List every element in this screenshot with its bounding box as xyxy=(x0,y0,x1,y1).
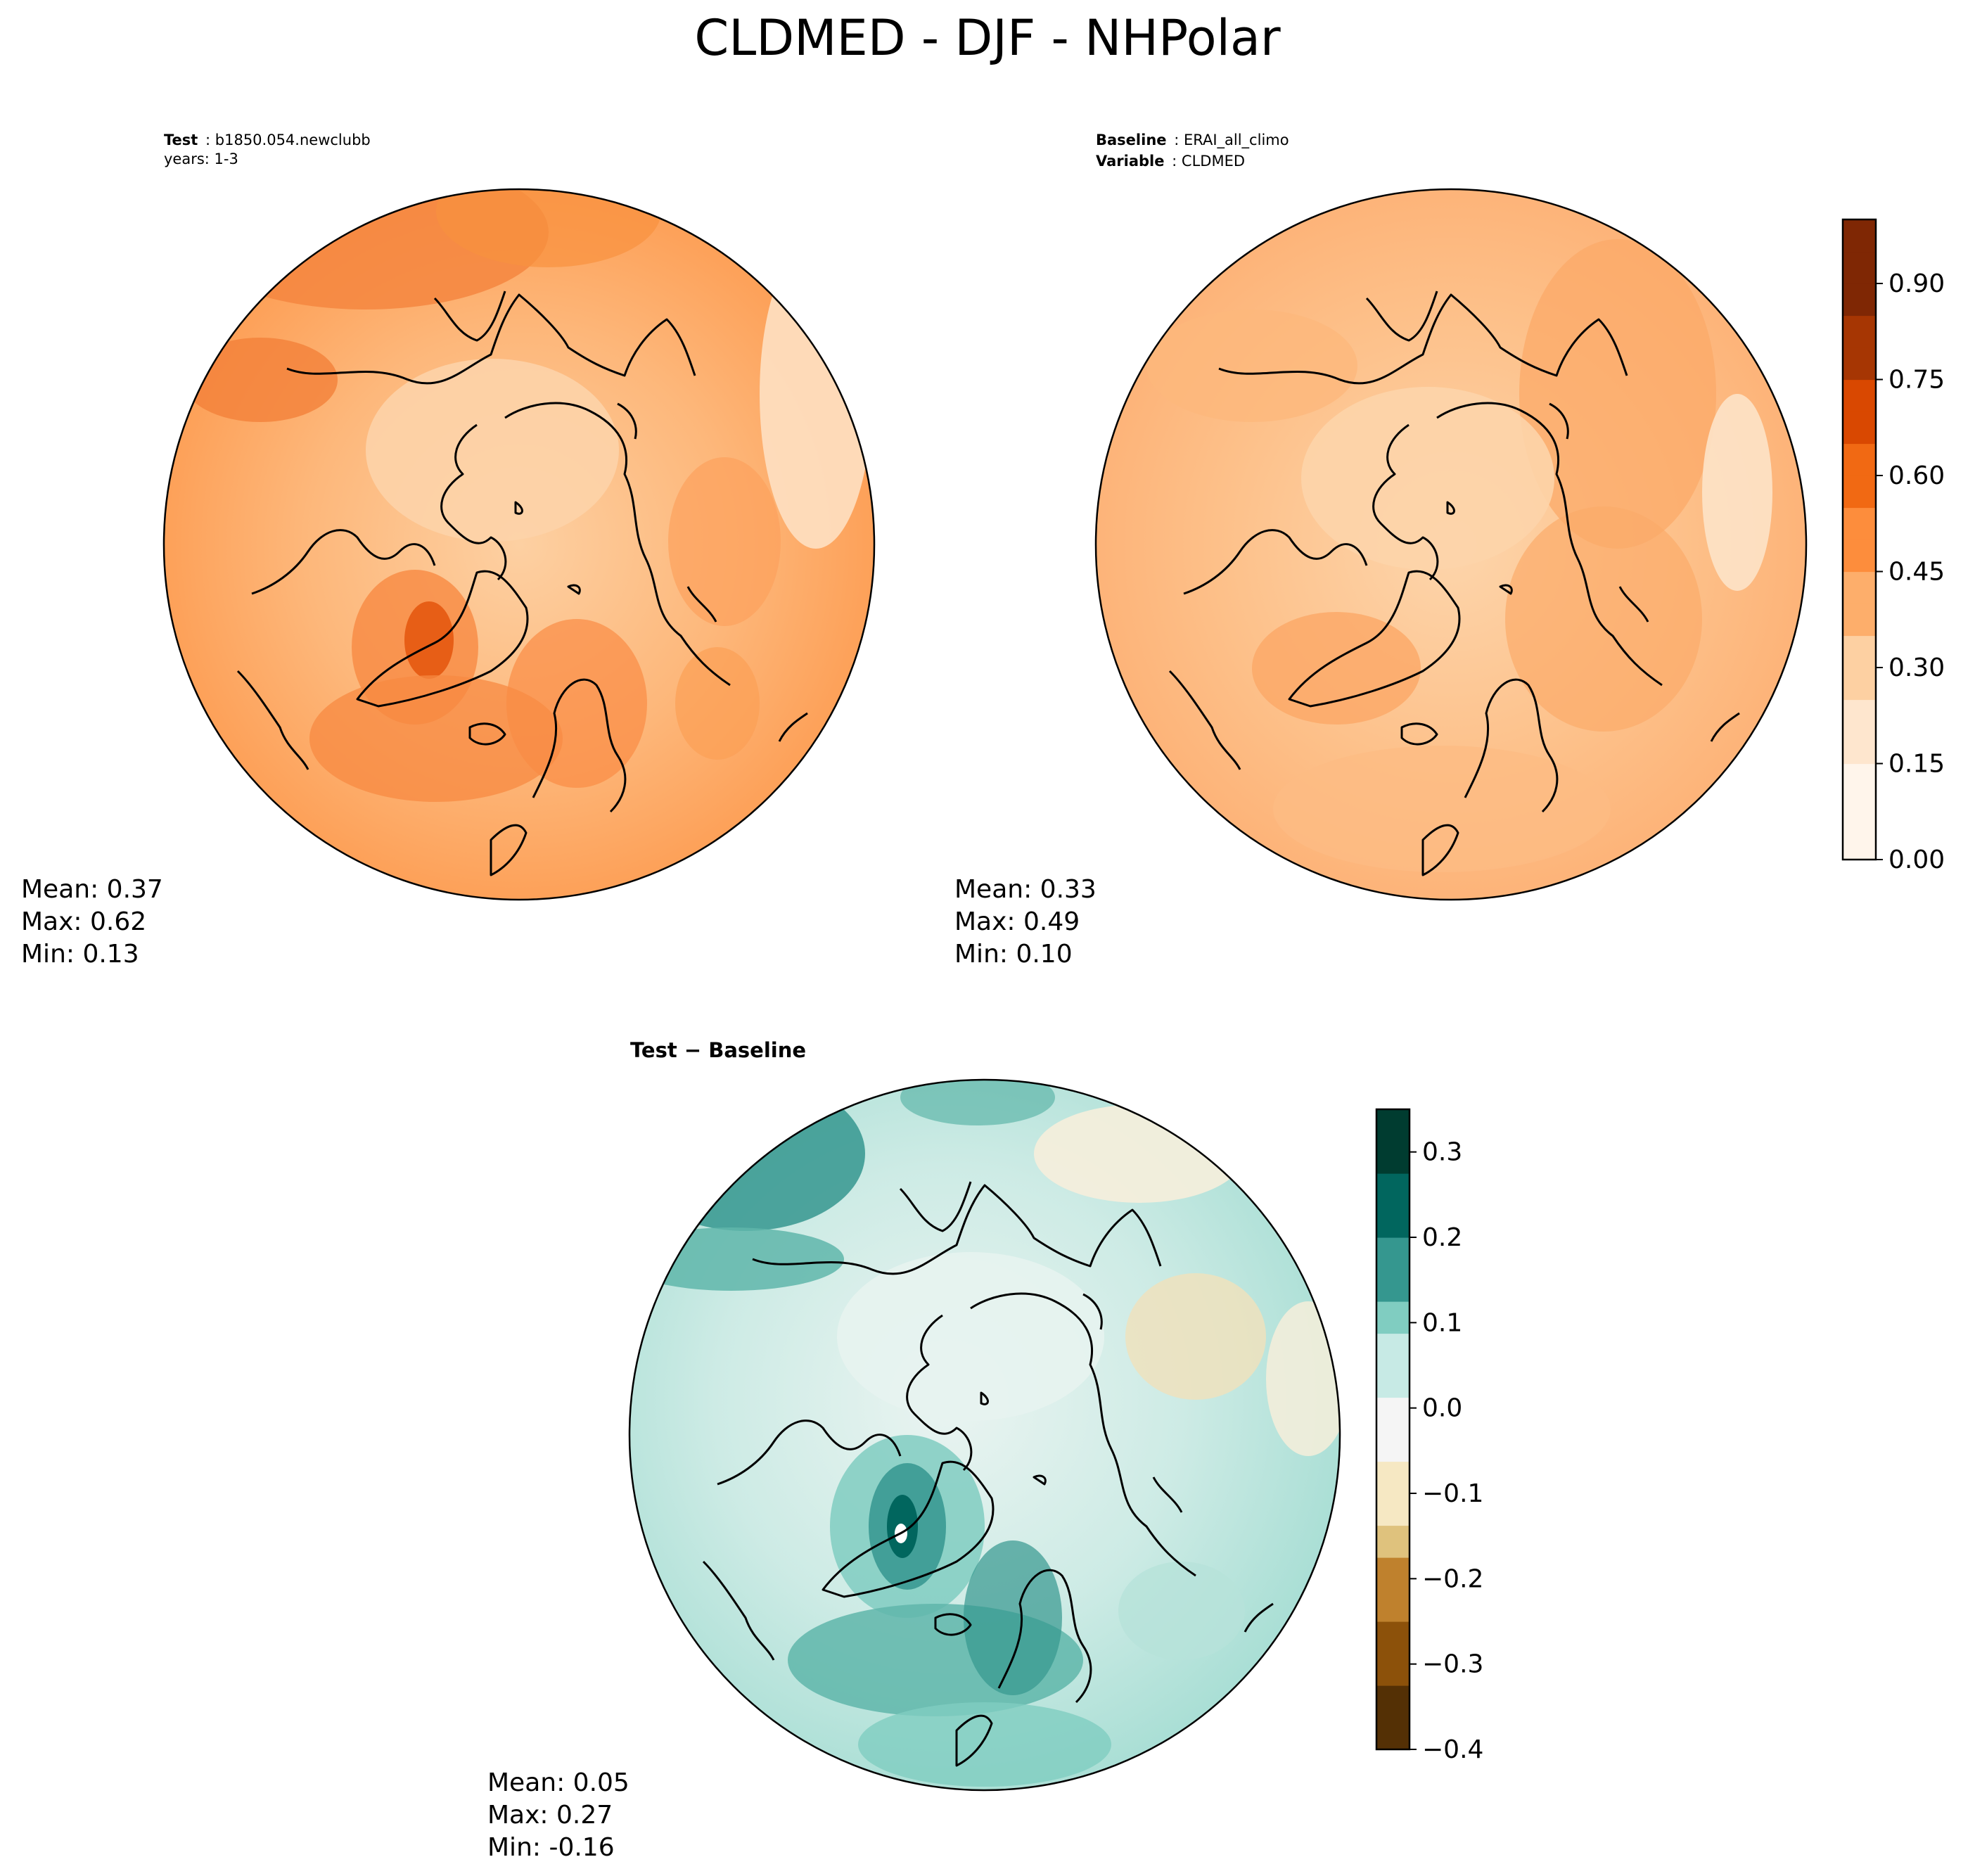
colorbar-difference-band xyxy=(1376,1205,1410,1238)
test-mean: Mean: 0.37 xyxy=(21,875,163,904)
colorbar-top-tick-label: 0.45 xyxy=(1888,558,1945,587)
baseline-variable-label: Variable xyxy=(1096,153,1164,170)
colorbar-top-band xyxy=(1843,668,1876,701)
colorbar-top-band xyxy=(1843,763,1876,796)
difference-map-border xyxy=(628,1078,1341,1792)
colorbar-difference-band xyxy=(1376,1333,1410,1366)
colorbar-top-band xyxy=(1843,443,1876,476)
difference-panel: Test − Baseline Mean: 0.05 Max: 0.27 xyxy=(487,1038,1341,1862)
colorbar-difference-band xyxy=(1376,1429,1410,1462)
baseline-map xyxy=(1096,189,1806,900)
colorbar-top-band xyxy=(1843,635,1876,668)
colorbar-top-band xyxy=(1843,347,1876,381)
colorbar-top-band xyxy=(1843,604,1876,637)
test-header-label: Test xyxy=(164,132,198,148)
colorbar-top-tick-label: 0.30 xyxy=(1888,653,1945,682)
colorbar-top-band xyxy=(1843,379,1876,412)
colorbar-difference-band xyxy=(1376,1397,1410,1430)
colorbar-difference-band xyxy=(1376,1589,1410,1622)
test-header-years: years: 1-3 xyxy=(164,151,238,167)
colorbar-difference-band xyxy=(1376,1557,1410,1590)
svg-text:Test : b1850.054.newclubb: Test : b1850.054.newclubb xyxy=(164,132,371,148)
colorbar-top-band xyxy=(1843,315,1876,348)
colorbar-top-band xyxy=(1843,283,1876,317)
colorbar-difference-tick-label: 0.1 xyxy=(1422,1308,1462,1337)
colorbar-top-band xyxy=(1843,540,1876,573)
colorbar-difference-band xyxy=(1376,1493,1410,1526)
difference-min: Min: -0.16 xyxy=(487,1833,615,1862)
colorbar-difference-band xyxy=(1376,1525,1410,1558)
colorbar-difference-band xyxy=(1376,1269,1410,1302)
svg-text:Baseline : ERAI_all_climo: Baseline : ERAI_all_climo xyxy=(1096,132,1289,149)
test-map-border xyxy=(162,188,876,901)
colorbar-difference-band xyxy=(1376,1109,1410,1142)
colorbar-difference-frame xyxy=(1375,1108,1411,1751)
test-map xyxy=(164,189,874,900)
colorbar-difference-tick-label: −0.1 xyxy=(1422,1479,1483,1508)
colorbar-difference-tick-label: 0.2 xyxy=(1422,1223,1462,1252)
colorbar-difference-band xyxy=(1376,1653,1410,1686)
colorbar-difference-tick-label: 0.0 xyxy=(1422,1394,1462,1423)
test-panel: Test : b1850.054.newclubb years: 1-3 Mea… xyxy=(21,132,876,969)
test-max: Max: 0.62 xyxy=(21,907,146,936)
colorbar-top-frame xyxy=(1841,218,1877,861)
test-min: Min: 0.13 xyxy=(21,940,139,969)
colorbar-difference-tick-label: −0.2 xyxy=(1422,1564,1483,1593)
colorbar-top-band xyxy=(1843,732,1876,765)
figure-title: CLDMED - DJF - NHPolar xyxy=(694,9,1281,67)
colorbar-top-tick-label: 0.15 xyxy=(1888,750,1945,779)
difference-mean: Mean: 0.05 xyxy=(487,1768,629,1797)
svg-text:Variable : CLDMED: Variable : CLDMED xyxy=(1096,153,1245,170)
colorbar-difference-band xyxy=(1376,1301,1410,1334)
colorbar-difference-band xyxy=(1376,1141,1410,1174)
colorbar-difference-tick-label: 0.3 xyxy=(1422,1138,1462,1167)
colorbar-top-band xyxy=(1843,699,1876,732)
colorbar-difference-tick-label: −0.3 xyxy=(1422,1650,1483,1679)
colorbar-top-band xyxy=(1843,219,1876,253)
colorbar-top-band xyxy=(1843,476,1876,509)
colorbar-difference-band xyxy=(1376,1365,1410,1398)
test-header-value: b1850.054.newclubb xyxy=(215,132,371,148)
colorbar-difference: −0.4 −0.3 −0.2 −0.1 0.0 0.1 0.2 0.3 xyxy=(1375,1108,1483,1764)
difference-title: Test − Baseline xyxy=(630,1038,806,1062)
baseline-header-label: Baseline xyxy=(1096,132,1167,148)
colorbar-top-tick-label: 0.60 xyxy=(1888,461,1945,490)
colorbar-top-tick-label: 0.75 xyxy=(1888,366,1945,395)
colorbar-top-band xyxy=(1843,796,1876,829)
baseline-min: Min: 0.10 xyxy=(954,940,1073,969)
baseline-header-value: ERAI_all_climo xyxy=(1184,132,1289,149)
baseline-map-border xyxy=(1094,188,1808,901)
colorbar-top: 0.00 0.15 0.30 0.45 0.60 0.75 0.90 xyxy=(1841,218,1945,874)
colorbar-top-band xyxy=(1843,251,1876,284)
baseline-panel: Baseline : ERAI_all_climo Variable : CLD… xyxy=(954,132,1808,969)
colorbar-top-band xyxy=(1843,827,1876,860)
colorbar-difference-band xyxy=(1376,1685,1410,1718)
colorbar-difference-band xyxy=(1376,1173,1410,1206)
colorbar-top-band xyxy=(1843,571,1876,604)
colorbar-top-tick-label: 0.90 xyxy=(1888,269,1945,298)
difference-max: Max: 0.27 xyxy=(487,1801,613,1830)
colorbar-difference-band xyxy=(1376,1461,1410,1494)
colorbar-difference-band xyxy=(1376,1237,1410,1270)
colorbar-top-band xyxy=(1843,411,1876,445)
colorbar-difference-band xyxy=(1376,1717,1410,1750)
colorbar-difference-band xyxy=(1376,1621,1410,1654)
colorbar-top-band xyxy=(1843,507,1876,540)
baseline-variable-value: CLDMED xyxy=(1182,153,1245,170)
colorbar-top-tick-label: 0.00 xyxy=(1888,846,1945,874)
colorbar-difference-tick-label: −0.4 xyxy=(1422,1735,1483,1764)
baseline-max: Max: 0.49 xyxy=(954,907,1080,936)
baseline-mean: Mean: 0.33 xyxy=(954,875,1097,904)
